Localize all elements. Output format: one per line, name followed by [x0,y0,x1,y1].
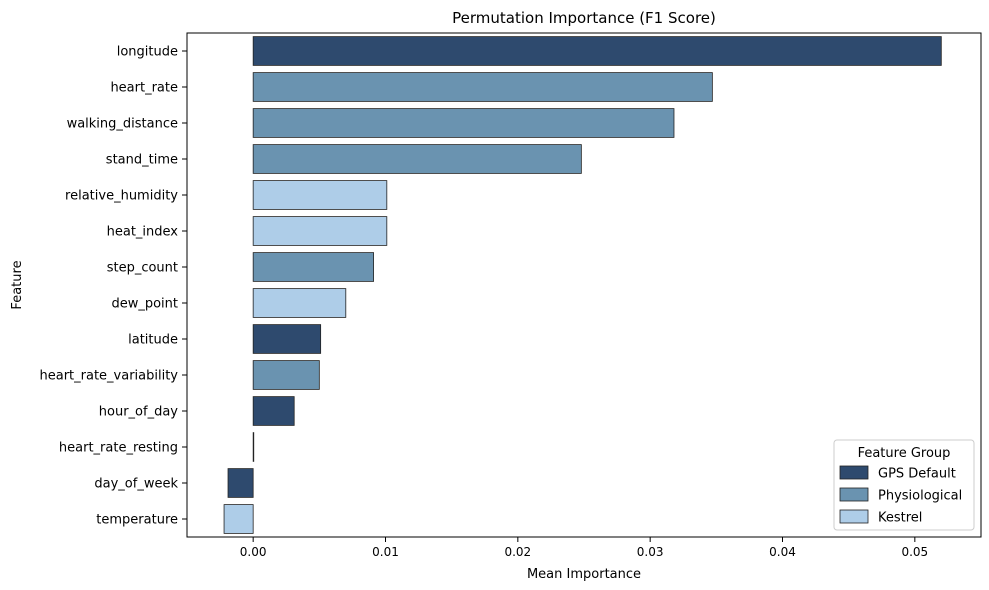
legend-swatch [839,465,869,480]
y-tick-label: latitude [128,333,178,348]
bar-heart-rate [252,72,713,102]
bar-day-of-week [227,468,254,498]
x-tick-label: 0.02 [504,545,531,559]
legend-label: Physiological [878,489,962,504]
bar-longitude [252,36,942,66]
chart-title: Permutation Importance (F1 Score) [452,9,716,27]
y-tick-label: heart_rate_resting [59,441,178,456]
y-tick-label: longitude [117,45,178,60]
y-tick-label: step_count [107,261,178,276]
y-tick-label: temperature [96,513,178,528]
y-tick-layer: longitude heart_rate walking_distancestand… [39,45,187,528]
bar-temperature [223,504,254,534]
x-tick-label: 0.03 [637,545,664,559]
legend-label: Kestrel [878,511,922,526]
bar-heart-rate-resting [252,432,255,462]
x-tick-label: 0.04 [769,545,796,559]
bar-heat-index [252,216,388,246]
x-tick-layer: 0.00 0.01 0.02 0.03 0.04 0.05 [240,537,928,559]
y-tick-label: day_of_week [94,477,178,492]
y-tick-label: relative_humidity [65,189,178,204]
y-tick-label: heat_index [107,225,179,240]
bar-step-count [252,252,374,282]
x-tick-label: 0.00 [240,545,267,559]
y-tick-label: hour_of_day [99,405,179,420]
legend-title: Feature Group [858,446,951,461]
bar-heart-rate-variability [252,360,320,390]
y-tick-label: stand_time [106,153,178,168]
bar-relative-humidity [252,180,388,210]
legend-swatch [839,509,869,524]
bar-walking-distance [252,108,675,138]
x-axis-label: Mean Importance [527,567,641,582]
y-tick-label: dew_point [111,297,178,312]
legend: Feature Group GPS Default Physiological Ke… [833,439,975,531]
plot-frame [186,32,982,538]
bars-layer [223,36,942,534]
legend-swatch [839,487,869,502]
bar-latitude [252,324,322,354]
x-tick-label: 0.01 [372,545,399,559]
bar-dew-point [252,288,347,318]
bar-hour-of-day [252,396,295,426]
y-axis-label: Feature [10,260,25,309]
bar-stand-time [252,144,582,174]
y-tick-label: heart_rate [110,81,178,96]
y-tick-label: heart_rate_variability [39,369,178,384]
legend-label: GPS Default [878,467,956,482]
y-tick-label: walking_distance [67,117,178,132]
legend-frame [833,439,975,531]
x-tick-label: 0.05 [901,545,928,559]
